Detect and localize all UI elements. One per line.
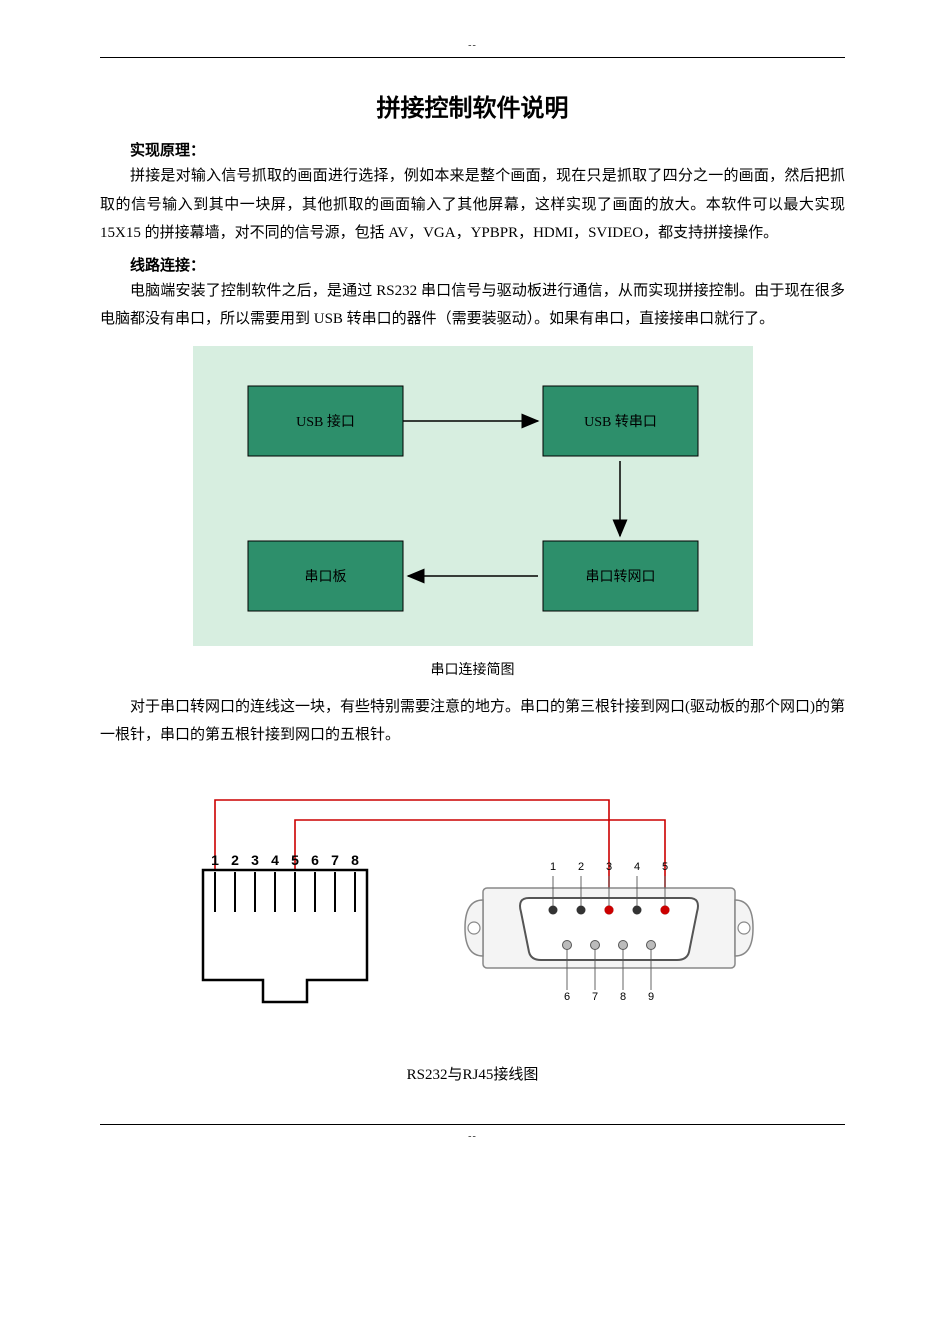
db9-pin <box>548 905 557 914</box>
section-heading-principle: 实现原理： <box>100 139 845 160</box>
db9-pin-label: 4 <box>633 861 639 873</box>
wiring-svg: 12345678123456789 <box>153 770 793 1050</box>
db9-pin-label: 3 <box>605 861 611 873</box>
rj45-pin-label: 8 <box>351 852 359 868</box>
rs232-rj45-wiring-diagram: 12345678123456789 <box>153 770 793 1055</box>
db9-pin-connected <box>660 905 669 914</box>
header-mark: -- <box>100 40 845 51</box>
flowchart-node-label: 串口转网口 <box>585 569 655 585</box>
section-body-wiring: 电脑端安装了控制软件之后，是通过 RS232 串口信号与驱动板进行通信，从而实现… <box>100 277 845 334</box>
db9-pin-label: 7 <box>591 991 597 1003</box>
rj45-pin-label: 4 <box>271 852 279 868</box>
flowchart-svg: USB 接口 USB 转串口串口板 串口转网口 <box>193 346 753 646</box>
flowchart-node-label: USB 转串口 <box>584 414 657 430</box>
rj45-pin-label: 7 <box>331 852 339 868</box>
rj45-pin-label: 6 <box>311 852 319 868</box>
footer-mark: -- <box>100 1131 845 1142</box>
db9-pin-label: 6 <box>563 991 569 1003</box>
section-body-principle: 拼接是对输入信号抓取的画面进行选择，例如本来是整个画面，现在只是抓取了四分之一的… <box>100 162 845 248</box>
rj45-pin-label: 2 <box>231 852 239 868</box>
db9-pin <box>590 940 599 949</box>
document-page: -- 拼接控制软件说明 实现原理： 拼接是对输入信号抓取的画面进行选择，例如本来… <box>0 0 945 1202</box>
db9-pin <box>632 905 641 914</box>
db9-screw-left <box>468 922 480 934</box>
db9-pin <box>576 905 585 914</box>
section-heading-wiring: 线路连接： <box>100 254 845 275</box>
db9-pin-label: 8 <box>619 991 625 1003</box>
page-title: 拼接控制软件说明 <box>100 88 845 123</box>
rj45-jack-outline <box>203 870 367 1002</box>
bottom-rule <box>100 1124 845 1125</box>
top-rule <box>100 57 845 58</box>
db9-pin <box>618 940 627 949</box>
section-body-note: 对于串口转网口的连线这一块，有些特别需要注意的地方。串口的第三根针接到网口(驱动… <box>100 693 845 750</box>
diagram1-caption: 串口连接简图 <box>100 659 845 679</box>
flowchart-node-label: USB 接口 <box>296 413 355 430</box>
rj45-pin-label: 5 <box>291 852 299 868</box>
db9-pin-label: 1 <box>549 861 555 873</box>
db9-pin-label: 9 <box>647 991 653 1003</box>
db9-pin-label: 2 <box>577 861 583 873</box>
db9-screw-right <box>738 922 750 934</box>
db9-pin-connected <box>604 905 613 914</box>
rj45-pin-label: 3 <box>251 852 259 868</box>
serial-connection-diagram: USB 接口 USB 转串口串口板 串口转网口 <box>193 346 753 651</box>
db9-pin <box>562 940 571 949</box>
rj45-pin-label: 1 <box>211 852 219 868</box>
diagram2-caption: RS232与RJ45接线图 <box>100 1063 845 1084</box>
db9-pin <box>646 940 655 949</box>
flowchart-node-label: 串口板 <box>304 569 346 585</box>
db9-pin-label: 5 <box>661 861 667 873</box>
